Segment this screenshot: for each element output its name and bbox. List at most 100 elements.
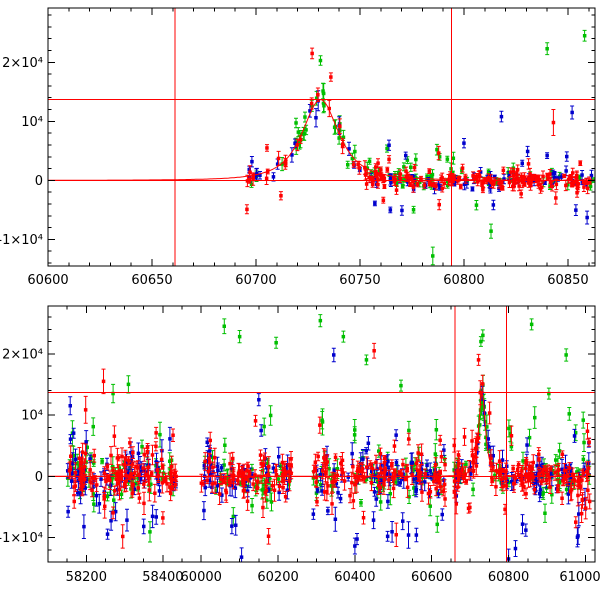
data-point [131,450,135,455]
data-point [585,429,590,433]
data-point [560,452,565,456]
data-point [584,179,589,184]
data-point [500,458,505,462]
data-point [363,478,368,482]
data-point [525,149,530,154]
data-point [303,115,307,119]
data-point [163,476,168,480]
data-point [584,506,588,510]
data-point [541,491,545,496]
y-tick-label: 10⁴ [21,409,43,424]
data-point [374,497,378,501]
data-point [261,505,265,510]
data-point [566,183,570,187]
data-point [399,472,404,476]
data-point [84,440,88,444]
data-point [394,433,398,437]
data-point [474,464,479,468]
data-point [170,478,174,482]
data-point [462,182,467,187]
data-point [545,153,549,158]
data-point [511,169,516,174]
data-point [165,482,169,486]
data-point [315,488,320,492]
data-point [308,109,312,113]
data-point [318,318,323,323]
data-point [104,479,108,484]
data-point [142,482,146,486]
data-point [117,466,121,470]
data-point [543,511,547,515]
data-point [457,176,462,180]
data-point [372,349,376,353]
data-point [554,458,558,462]
data-point [564,487,569,492]
data-point [103,504,107,509]
data-point [392,180,397,184]
data-point [436,478,440,482]
data-point [554,196,558,200]
data-point [322,490,327,494]
data-point [296,130,301,134]
data-point [265,146,269,150]
data-point [404,169,408,173]
data-point [277,455,281,459]
data-point [329,75,333,79]
data-point [219,477,223,481]
data-point [461,476,466,480]
data-point [507,173,511,178]
data-point [287,479,292,483]
data-point [438,470,442,474]
data-point [351,162,356,167]
data-point [489,456,493,460]
data-point [325,460,329,464]
data-point [527,181,531,185]
data-point [520,522,525,526]
data-point [487,411,492,415]
data-point [484,442,488,447]
data-point [268,413,273,418]
data-point [407,437,411,441]
data-point [337,136,341,140]
data-point [376,182,380,187]
data-point [411,477,416,481]
data-point [130,483,134,488]
data-point [341,135,346,139]
data-point [516,473,521,477]
data-point [509,170,513,174]
data-point [105,464,110,469]
data-point [474,203,479,207]
data-point [515,168,520,172]
data-point [154,515,158,519]
data-point [513,476,518,480]
data-point [369,170,374,175]
bottom-points-red [67,342,592,549]
data-point [570,182,574,187]
data-point [253,419,258,423]
data-point [538,186,543,191]
data-point [531,475,536,479]
data-point [431,254,435,258]
data-point [486,437,490,441]
data-point [547,476,552,480]
data-point [387,143,391,147]
data-point [481,180,485,185]
data-point [380,476,384,481]
data-point [486,176,491,180]
data-point [435,147,439,152]
data-point [581,418,585,422]
x-tick-label: 60600 [411,570,452,585]
data-point [491,203,496,207]
data-point [464,462,468,466]
top-points-red [244,47,592,215]
data-point [469,471,473,475]
data-point [320,489,324,493]
data-point [348,493,352,498]
data-point [367,175,371,180]
data-point [173,470,177,475]
data-point [138,465,142,469]
data-point [401,519,405,523]
data-point [571,171,575,175]
data-point [92,461,96,465]
data-point [68,437,73,441]
